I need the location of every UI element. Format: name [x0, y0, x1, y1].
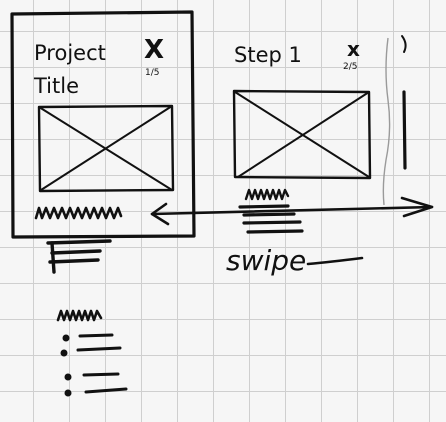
card-frame [10, 10, 196, 239]
list-item [64, 372, 120, 381]
list-item [64, 387, 128, 397]
list-item [60, 346, 122, 357]
list-item [62, 333, 114, 342]
image-placeholder [232, 89, 372, 180]
close-icon[interactable]: x [347, 37, 360, 61]
caption-scribble [244, 188, 290, 201]
progress-indicator: 1/5 [145, 68, 159, 78]
swipe-arrow [150, 196, 434, 226]
list-heading-scribble [56, 309, 103, 322]
project-card: Project Title X 1/5 [10, 10, 196, 239]
menu-icon[interactable] [46, 239, 112, 274]
progress-indicator: 2/5 [343, 62, 357, 72]
step-title: Step 1 [234, 43, 302, 67]
image-placeholder [37, 104, 175, 193]
swipe-label-tail [306, 256, 364, 266]
next-card-edge [382, 35, 407, 206]
close-icon[interactable]: X [144, 35, 164, 65]
card-title-line1: Project [34, 41, 106, 65]
card-title-line2: Title [33, 74, 79, 98]
bullet-list [56, 309, 128, 397]
caption-scribble [34, 206, 123, 220]
step-card: Step 1 x 2/5 [232, 37, 372, 234]
swipe-label: swipe [226, 244, 306, 277]
menu-icon[interactable] [238, 204, 304, 234]
